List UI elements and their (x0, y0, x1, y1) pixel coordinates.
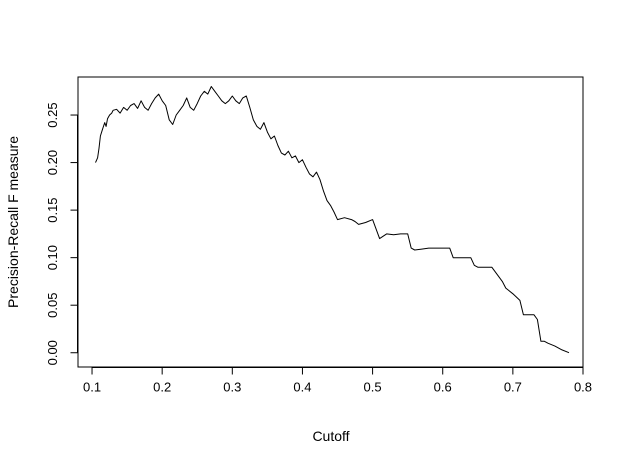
x-tick-label: 0.6 (434, 380, 452, 395)
x-tick-label: 0.3 (223, 380, 241, 395)
x-tick-label: 0.7 (504, 380, 522, 395)
y-tick-label: 0.15 (45, 197, 60, 222)
x-axis-title: Cutoff (312, 428, 349, 444)
y-tick-label: 0.00 (45, 340, 60, 365)
plot-layer (95, 86, 570, 354)
y-tick-label: 0.05 (45, 293, 60, 318)
y-tick-label: 0.20 (45, 150, 60, 175)
plot-frame (77, 76, 584, 368)
x-tick-label: 0.2 (153, 380, 171, 395)
y-tick-label: 0.10 (45, 245, 60, 270)
x-tick-label: 0.1 (83, 380, 101, 395)
x-tick-label: 0.4 (293, 380, 311, 395)
y-tick-label: 0.25 (45, 102, 60, 127)
axes-layer: 0.1 0.2 0.3 0.4 0.5 0.6 0.7 0.8 0.00 0.05 0.10 0.15… (45, 76, 592, 395)
x-tick-label: 0.8 (574, 380, 592, 395)
series-line (95, 86, 570, 354)
y-axis-title: Precision-Recall F measure (5, 136, 21, 308)
x-tick-label: 0.5 (364, 380, 382, 395)
